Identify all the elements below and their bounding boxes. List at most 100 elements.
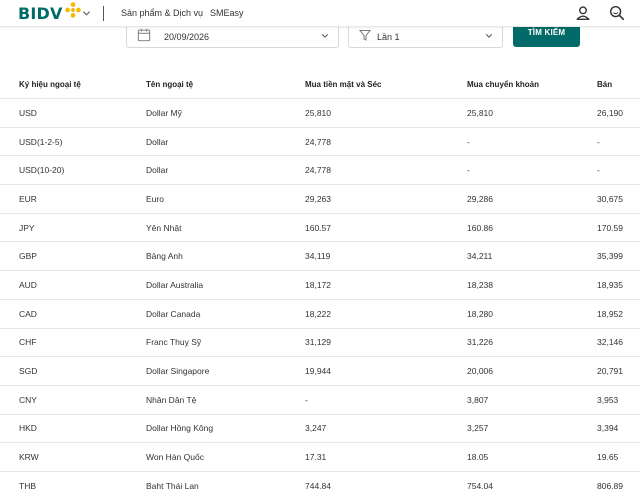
- brand-name: BIDV: [18, 3, 63, 23]
- table-row: EUR Euro 29,263 29,286 30,675: [0, 185, 640, 214]
- transfer-buy-cell: -: [467, 165, 470, 176]
- cash-buy-cell: 29,263: [305, 193, 331, 204]
- sell-cell: 19.65: [597, 452, 619, 463]
- cash-buy-cell: 25,810: [305, 107, 331, 118]
- cash-buy-cell: 31,129: [305, 337, 331, 348]
- currency-name-cell: Dollar: [146, 136, 169, 147]
- table-row: CHF Franc Thuỵ Sỹ 31,129 31,226 32,146: [0, 329, 640, 358]
- calendar-icon: [137, 28, 151, 42]
- currency-code-cell: JPY: [19, 222, 35, 233]
- sell-cell: 18,952: [597, 308, 623, 319]
- date-value: 20/09/2026: [164, 32, 210, 42]
- currency-code-cell: USD(1-2-5): [19, 136, 63, 147]
- cash-buy-cell: -: [305, 394, 308, 405]
- filter-icon: [359, 30, 371, 41]
- transfer-buy-cell: 34,211: [467, 251, 493, 262]
- cash-buy-cell: 24,778: [305, 136, 331, 147]
- currency-code-cell: HKD: [19, 423, 37, 434]
- currency-name-cell: Dollar Canada: [146, 308, 201, 319]
- search-icon[interactable]: [608, 4, 626, 22]
- table-row: GBP Bảng Anh 34,119 34,211 35,399: [0, 242, 640, 272]
- logo-star-icon: [64, 2, 81, 18]
- nav-products-services[interactable]: Sản phẩm & Dịch vụ: [121, 8, 204, 18]
- transfer-buy-cell: 3,807: [467, 394, 489, 405]
- sell-cell: 35,399: [597, 251, 623, 262]
- currency-name-cell: Dollar Australia: [146, 279, 204, 290]
- nav-smeasy[interactable]: SMEasy: [210, 8, 244, 18]
- table-row: CAD Dollar Canada 18,222 18,280 18,952: [0, 300, 640, 329]
- currency-code-cell: AUD: [19, 279, 37, 290]
- table-row: AUD Dollar Australia 18,172 18,238 18,935: [0, 271, 640, 300]
- sell-cell: 806.89: [597, 480, 623, 491]
- table-row: JPY Yên Nhật 160.57 160.86 170.59: [0, 214, 640, 243]
- table-row: USD(1-2-5) Dollar 24,778 - -: [0, 128, 640, 157]
- currency-name-cell: Bảng Anh: [146, 251, 183, 262]
- cash-buy-cell: 3,247: [305, 423, 327, 434]
- sell-cell: 170.59: [597, 222, 623, 233]
- header-divider: [103, 6, 104, 21]
- currency-code-cell: CNY: [19, 394, 37, 405]
- transfer-buy-cell: 160.86: [467, 222, 493, 233]
- table-row: USD(10-20) Dollar 24,778 - -: [0, 156, 640, 186]
- currency-code-cell: USD: [19, 107, 37, 118]
- currency-name-cell: Dollar Hồng Kông: [146, 423, 214, 434]
- exchange-rate-table: Ký hiệu ngoại tệ Tên ngoại tệ Mua tiền m…: [0, 70, 640, 491]
- col-header-cash-buy: Mua tiền mặt và Séc: [305, 79, 382, 89]
- currency-code-cell: KRW: [19, 452, 39, 463]
- col-header-code: Ký hiệu ngoại tệ: [19, 79, 81, 89]
- currency-name-cell: Euro: [146, 193, 164, 204]
- currency-code-cell: THB: [19, 480, 36, 491]
- currency-code-cell: CAD: [19, 308, 37, 319]
- currency-name-cell: Franc Thuỵ Sỹ: [146, 337, 202, 348]
- cash-buy-cell: 18,172: [305, 279, 331, 290]
- lan-value: Lần 1: [377, 32, 400, 42]
- transfer-buy-cell: -: [467, 136, 470, 147]
- cash-buy-cell: 18,222: [305, 308, 331, 319]
- sell-cell: 3,953: [597, 394, 619, 405]
- transfer-buy-cell: 25,810: [467, 107, 493, 118]
- transfer-buy-cell: 18.05: [467, 452, 489, 463]
- col-header-sell: Bán: [597, 79, 613, 89]
- bidv-logo[interactable]: BIDV: [18, 2, 82, 23]
- transfer-buy-cell: 29,286: [467, 193, 493, 204]
- top-header: BIDV Sản phẩm & Dịch vụ SMEasy: [0, 0, 640, 27]
- sell-cell: -: [597, 165, 600, 176]
- sell-cell: -: [597, 136, 600, 147]
- currency-name-cell: Dollar Mỹ: [146, 107, 182, 118]
- currency-name-cell: Baht Thái Lan: [146, 480, 199, 491]
- table-row: CNY Nhân Dân Tệ - 3,807 3,953: [0, 386, 640, 415]
- table-row: USD Dollar Mỹ 25,810 25,810 26,190: [0, 99, 640, 128]
- transfer-buy-cell: 18,238: [467, 279, 493, 290]
- transfer-buy-cell: 3,257: [467, 423, 489, 434]
- currency-code-cell: USD(10-20): [19, 165, 65, 176]
- sell-cell: 18,935: [597, 279, 623, 290]
- table-row: SGD Dollar Singapore 19,944 20,006 20,791: [0, 357, 640, 386]
- currency-code-cell: GBP: [19, 251, 37, 262]
- table-row: THB Baht Thái Lan 744.84 754.04 806.89: [0, 472, 640, 491]
- sell-cell: 32,146: [597, 337, 623, 348]
- user-icon[interactable]: [574, 4, 592, 22]
- transfer-buy-cell: 20,006: [467, 366, 493, 377]
- currency-code-cell: EUR: [19, 193, 37, 204]
- cash-buy-cell: 34,119: [305, 251, 331, 262]
- col-header-name: Tên ngoại tệ: [146, 79, 194, 89]
- currency-code-cell: CHF: [19, 337, 37, 348]
- currency-name-cell: Dollar: [146, 165, 169, 176]
- table-row: HKD Dollar Hồng Kông 3,247 3,257 3,394: [0, 415, 640, 444]
- currency-name-cell: Dollar Singapore: [146, 366, 210, 377]
- sell-cell: 26,190: [597, 107, 623, 118]
- chevron-down-icon: [485, 34, 493, 38]
- transfer-buy-cell: 754.04: [467, 480, 493, 491]
- currency-name-cell: Nhân Dân Tệ: [146, 394, 197, 405]
- sell-cell: 3,394: [597, 423, 619, 434]
- table-row: KRW Won Hàn Quốc 17.31 18.05 19.65: [0, 443, 640, 472]
- cash-buy-cell: 160.57: [305, 222, 331, 233]
- sell-cell: 20,791: [597, 366, 623, 377]
- cash-buy-cell: 24,778: [305, 165, 331, 176]
- cash-buy-cell: 17.31: [305, 452, 327, 463]
- currency-code-cell: SGD: [19, 366, 38, 377]
- currency-name-cell: Won Hàn Quốc: [146, 452, 204, 463]
- sell-cell: 30,675: [597, 193, 623, 204]
- chevron-down-icon[interactable]: [82, 9, 91, 18]
- cash-buy-cell: 19,944: [305, 366, 331, 377]
